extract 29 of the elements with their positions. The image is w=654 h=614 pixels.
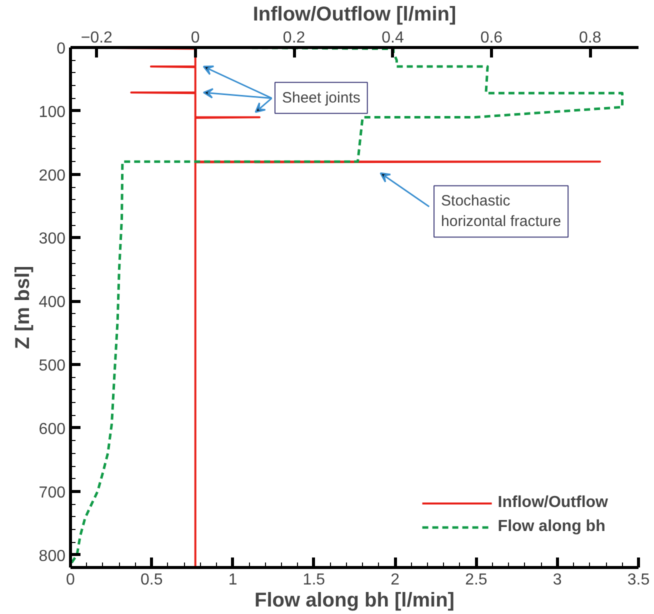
x-tick-label: 3 xyxy=(552,572,562,588)
x2-tick-label: 0 xyxy=(190,30,200,46)
x-tick-label: 2 xyxy=(390,572,400,588)
y-tick-label: 400 xyxy=(38,294,66,312)
x-axis-title: Flow along bh [l/min] xyxy=(254,590,454,612)
legend-label: Flow along bh xyxy=(498,518,606,536)
y-tick-label: 300 xyxy=(38,230,66,248)
x2-tick-label: 0.4 xyxy=(382,30,404,46)
y-tick-label: 600 xyxy=(38,420,66,438)
y-tick-label: 500 xyxy=(38,358,66,375)
x-tick-label: 3.5 xyxy=(627,572,650,588)
y-tick-label: 100 xyxy=(38,104,66,121)
y-tick-label: 800 xyxy=(38,548,66,565)
x-tick-label: 1 xyxy=(228,572,238,588)
x2-tick-label: 0.8 xyxy=(579,30,602,46)
x2-tick-label: −0.2 xyxy=(80,30,113,46)
y-tick-label: 0 xyxy=(56,40,66,58)
x2-tick-label: 0.2 xyxy=(282,30,306,46)
legend-label: Inflow/Outflow xyxy=(498,494,608,512)
y-tick-label: 700 xyxy=(38,484,66,502)
x-tick-label: 1.5 xyxy=(302,572,326,588)
annotation: Stochastic horizontal fracture xyxy=(441,192,562,230)
x2-axis-title: Inflow/Outflow [l/min] xyxy=(252,4,456,26)
x2-tick-label: 0.6 xyxy=(480,30,503,46)
y-axis-title: Z [m bsl] xyxy=(12,266,34,350)
x-tick-label: 2.5 xyxy=(465,572,488,588)
annotation: Sheet joints xyxy=(282,89,360,106)
x-tick-label: 0.5 xyxy=(140,572,163,588)
y-tick-label: 200 xyxy=(38,167,66,184)
